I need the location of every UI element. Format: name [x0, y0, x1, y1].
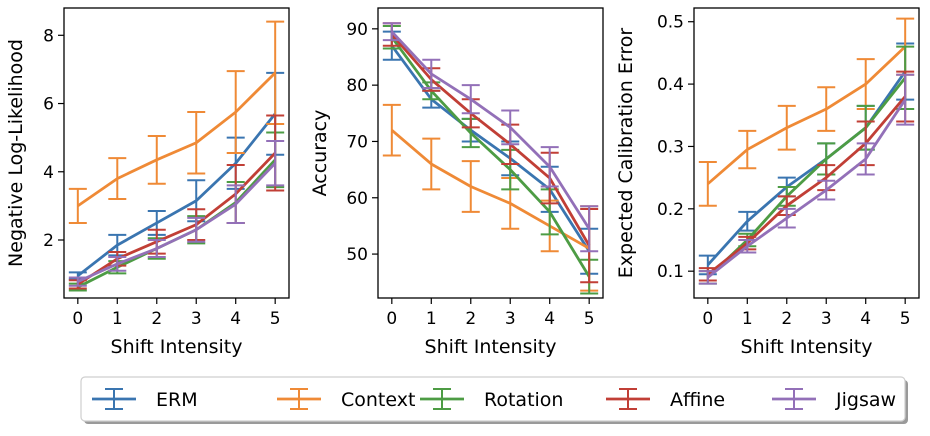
x-axis-label: Shift Intensity: [741, 336, 873, 358]
error-bar: [698, 161, 717, 207]
x-tick-label: 0: [72, 309, 83, 329]
chart-panels: 0 1 2 3 4 5 2 4 6 8 Shift Intensity Negative Log-Li…: [5, 7, 920, 358]
series-jigsaw: [68, 140, 285, 287]
legend-entry-jigsaw: Jigsaw: [772, 388, 896, 411]
chart-panel-1: 0 1 2 3 4 5 2 4 6 8 Shift Intensity Negative Log-Li…: [5, 7, 290, 358]
x-tick-label: 2: [465, 309, 476, 329]
series-line: [76, 112, 277, 277]
y-tick-label: 0.1: [657, 262, 684, 282]
series-erm: [698, 42, 915, 276]
series-line: [706, 95, 907, 276]
y-axis-label: Expected Calibration Error: [615, 28, 637, 279]
series-context: [68, 20, 285, 224]
series-jigsaw: [698, 73, 915, 285]
x-tick-label: 1: [426, 309, 437, 329]
x-tick-label: 3: [505, 309, 516, 329]
y-tick-label: 2: [43, 231, 54, 251]
y-tick-label: 4: [43, 163, 54, 183]
chart-panel-2: 0 1 2 3 4 5 50 60 70 80 90 Shift Intensity Accuracy: [309, 7, 604, 358]
series-jigsaw: [382, 22, 599, 253]
x-tick-label: 1: [112, 309, 123, 329]
x-tick-label: 3: [821, 309, 832, 329]
legend-entry-rotation: Rotation: [420, 388, 563, 411]
x-tick-label: 0: [702, 309, 713, 329]
plot-frame: [63, 7, 290, 299]
legend-entry-affine: Affine: [606, 388, 725, 411]
chart-panel-3: 0 1 2 3 4 5 0.1 0.2 0.3 0.4 0.5 Shift Intensity Expe…: [615, 7, 920, 358]
y-tick-label: 6: [43, 95, 54, 115]
series-line: [390, 33, 591, 247]
legend-swatch: [772, 388, 816, 410]
legend-box: [80, 376, 906, 422]
y-tick-label: 8: [43, 26, 54, 46]
legend-label: Rotation: [484, 389, 563, 411]
y-tick-label: 0.2: [657, 200, 684, 220]
legend-label: ERM: [156, 389, 198, 411]
series-line: [706, 76, 907, 279]
x-tick-label: 2: [781, 309, 792, 329]
series-line: [77, 162, 277, 283]
legend-label: Affine: [670, 389, 725, 411]
y-axis-label: Accuracy: [309, 110, 331, 197]
x-tick-label: 0: [386, 309, 397, 329]
series-line: [77, 152, 277, 286]
y-tick-label: 60: [346, 189, 368, 209]
x-tick-label: 5: [900, 309, 911, 329]
x-tick-label: 2: [151, 309, 162, 329]
x-tick-label: 3: [191, 309, 202, 329]
x-tick-label: 4: [860, 309, 871, 329]
y-tick-label: 90: [346, 20, 368, 40]
plot-frame: [377, 7, 604, 299]
legend-swatch: [277, 388, 321, 410]
legend-swatch: [606, 388, 650, 410]
x-tick-label: 4: [230, 309, 241, 329]
series-line: [390, 36, 591, 278]
series-context: [382, 103, 599, 292]
error-bar: [580, 205, 599, 253]
error-bar: [896, 73, 915, 126]
error-bar: [382, 103, 401, 157]
series-line: [390, 30, 591, 230]
error-bar: [68, 187, 87, 224]
legend: ERM Context Rotation Affine Jigsaw: [80, 376, 908, 424]
y-tick-label: 50: [346, 245, 368, 265]
legend-swatch: [92, 388, 136, 410]
plot-frame: [693, 7, 920, 299]
series-rotation: [382, 25, 599, 295]
legend-label: Context: [341, 389, 415, 411]
series-line: [706, 45, 907, 185]
y-tick-label: 0.4: [657, 75, 684, 95]
x-tick-label: 5: [270, 309, 281, 329]
legend-label: Jigsaw: [835, 389, 896, 411]
y-tick-label: 70: [346, 132, 368, 152]
series-line: [390, 129, 590, 250]
series-line: [77, 71, 277, 208]
x-tick-label: 5: [584, 309, 595, 329]
series-line: [706, 98, 907, 279]
error-bar: [266, 140, 285, 187]
y-tick-label: 0.3: [657, 137, 684, 157]
y-tick-label: 0.5: [657, 13, 684, 33]
x-axis-label: Shift Intensity: [425, 336, 557, 358]
x-tick-label: 1: [742, 309, 753, 329]
x-tick-label: 4: [544, 309, 555, 329]
legend-swatch: [420, 388, 464, 410]
x-axis-label: Shift Intensity: [111, 336, 243, 358]
legend-entry-erm: ERM: [92, 388, 198, 411]
y-axis-label: Negative Log-Likelihood: [5, 39, 27, 267]
legend-entry-context: Context: [277, 388, 415, 411]
y-tick-label: 80: [346, 76, 368, 96]
series-line: [706, 70, 907, 266]
